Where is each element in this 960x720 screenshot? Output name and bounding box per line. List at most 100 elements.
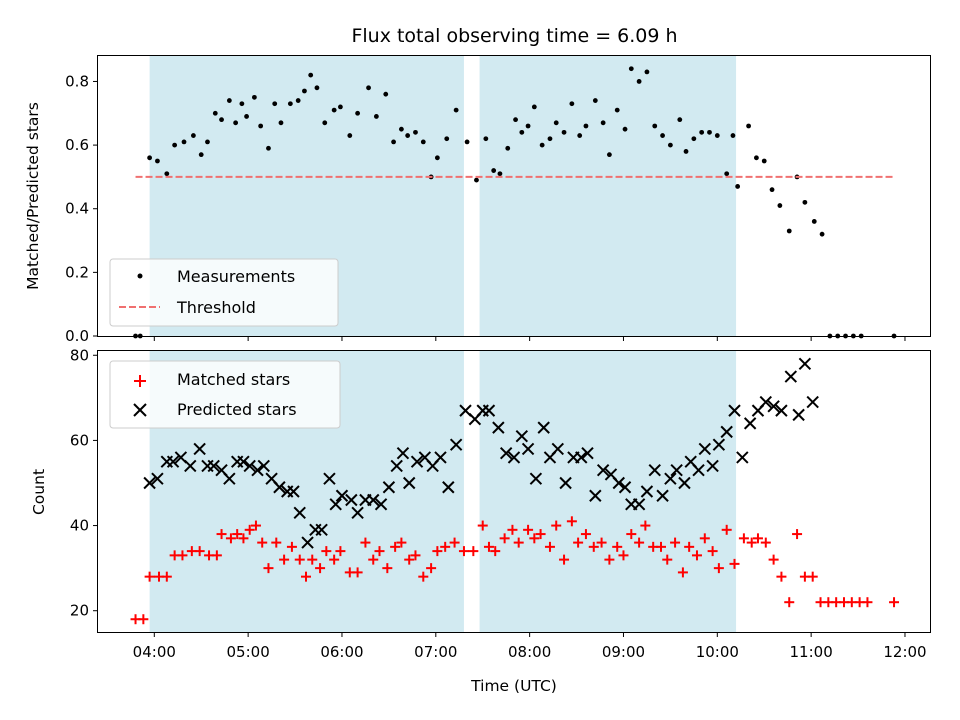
predicted-stars-point [257, 459, 270, 473]
measurement-point [761, 158, 767, 164]
matched-stars-point [238, 533, 249, 544]
x-tick-label: 05:00 [227, 643, 270, 661]
measurement-point [338, 104, 343, 110]
predicted-stars-point [507, 451, 521, 464]
predicted-stars-point [784, 370, 798, 383]
matched-stars-point [144, 571, 155, 582]
matched-stars-point [513, 537, 524, 548]
measurement-point [592, 98, 598, 103]
measurement-point [219, 117, 224, 123]
matched-stars-point [551, 520, 562, 531]
matched-stars-point [596, 537, 607, 548]
predicted-stars-point [335, 489, 349, 502]
matched-stars-point [612, 541, 623, 552]
predicted-stars-point [499, 446, 513, 460]
top-panel: 0.00.20.40.60.8 Matched/Predicted stars … [24, 55, 931, 345]
matched-stars-point [752, 533, 763, 544]
matched-stars-point [194, 546, 205, 557]
predicted-stars-point [329, 498, 342, 511]
matched-stars-point [458, 546, 469, 557]
measurement-point [308, 72, 314, 78]
predicted-stars-point [743, 417, 757, 430]
measurement-point [622, 126, 628, 132]
measurement-point [251, 94, 257, 100]
matched-stars-point [535, 529, 546, 540]
measurement-point [505, 145, 511, 151]
matched-stars-point [232, 529, 243, 540]
measurement-point [614, 107, 620, 113]
matched-stars-point [382, 563, 393, 574]
matched-stars-point [529, 533, 540, 544]
matched-stars-point [566, 516, 577, 527]
matched-stars-point [707, 546, 718, 557]
measurement-point [190, 133, 196, 138]
predicted-stars-point [775, 404, 788, 417]
measurement-point [714, 133, 720, 138]
predicted-stars-point [618, 481, 632, 494]
matched-stars-point [588, 541, 599, 552]
measurement-point [553, 120, 559, 126]
predicted-stars-point [759, 395, 772, 409]
predicted-stars-point [193, 442, 206, 456]
measurement-point [644, 69, 650, 75]
matched-stars-point [426, 563, 437, 574]
predicted-stars-point [287, 485, 300, 498]
matched-stars-point [263, 563, 274, 574]
x-axis-label: Time (UTC) [470, 677, 557, 695]
predicted-stars-point [728, 404, 741, 417]
predicted-stars-point [589, 489, 602, 502]
predicted-stars-point [798, 357, 812, 370]
measurement-point [398, 126, 404, 132]
predicted-stars-point [301, 536, 314, 549]
measurement-point [707, 129, 712, 135]
matched-stars-point [691, 550, 702, 561]
matched-stars-point [670, 537, 681, 548]
predicted-stars-point [143, 476, 156, 490]
matched-stars-point [807, 571, 818, 582]
matched-stars-point [368, 554, 379, 565]
measurement-point [302, 88, 307, 94]
measurement-point [730, 133, 736, 138]
predicted-stars-point [792, 408, 805, 422]
matched-stars-point [374, 546, 385, 557]
measurement-point [155, 158, 160, 164]
matched-stars-point [477, 520, 488, 531]
predicted-stars-point [664, 472, 677, 485]
measurement-point [322, 120, 328, 126]
measurement-point [777, 203, 783, 208]
predicted-stars-point [315, 523, 328, 537]
predicted-stars-point [648, 464, 661, 477]
measurement-point [691, 136, 697, 142]
measurement-point [539, 142, 545, 148]
matched-stars-point [776, 571, 787, 582]
predicted-stars-point [706, 459, 719, 473]
measurement-point [258, 123, 264, 129]
measurement-point [266, 145, 271, 151]
matched-stars-point [335, 546, 346, 557]
top-legend: Measurements Threshold [109, 258, 339, 327]
y-tick-label: 40 [70, 517, 89, 535]
measurement-point [660, 133, 665, 138]
predicted-stars-point [449, 438, 463, 451]
measurement-point [735, 184, 741, 189]
y-tick-label: 0.6 [65, 136, 89, 154]
predicted-stars-point [434, 451, 447, 464]
predicted-stars-point [374, 498, 388, 511]
measurement-point [569, 101, 575, 107]
matched-stars-point [307, 554, 318, 565]
predicted-stars-point [390, 459, 403, 473]
predicted-stars-point [382, 481, 396, 494]
measurement-point [464, 139, 470, 145]
predicted-stars-point [223, 472, 236, 485]
x-tick-label: 07:00 [414, 643, 457, 661]
measurement-point [164, 171, 170, 177]
predicted-stars-point [678, 476, 691, 490]
measurement-point [434, 155, 440, 161]
legend-label-matched: Matched stars [177, 370, 290, 389]
matched-stars-point [138, 614, 149, 625]
measurement-point [652, 123, 658, 129]
y-tick-label: 60 [70, 431, 89, 449]
matched-stars-point [713, 563, 724, 574]
matched-stars-point [271, 537, 282, 548]
bottom-panel-frame [97, 350, 931, 633]
